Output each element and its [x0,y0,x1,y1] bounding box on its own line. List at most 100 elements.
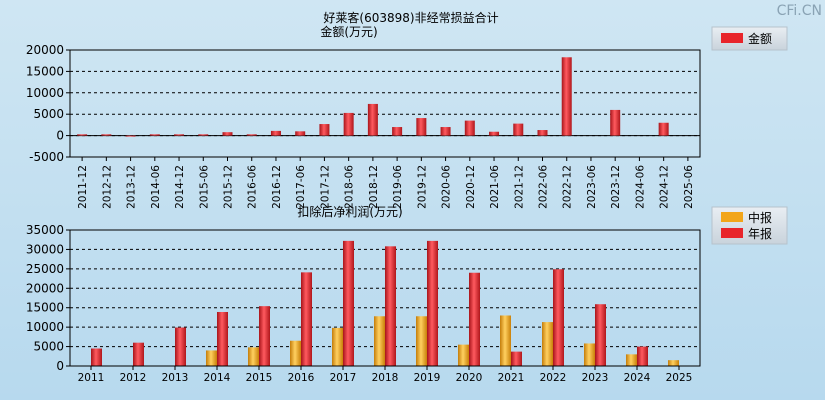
bar-年报-2014 [217,311,228,366]
x-tick-label: 2024-06 [634,165,646,209]
chart-bottom-x-ticks: 2011 2012 2013 2014 2015 2016 2017 2018 2019 2020… [78,366,693,384]
bar-金额-2022-06 [537,130,548,136]
legend-label-interim: 中报 [748,210,772,225]
x-tick-label: 2014 [204,372,231,384]
chart-top-legend: 金额 [711,26,788,51]
y-tick-label: 0 [56,129,64,143]
chart-top: 好莱客(603898)非经常损益合计 金额(万元) 20000 15000 1000… [26,10,788,209]
bar-金额-2013-12 [125,135,136,137]
y-tick-label: 5000 [33,340,64,354]
legend-swatch-annual [721,228,743,238]
y-tick-label: 25000 [26,262,64,276]
x-tick-label: 2011-12 [77,165,89,209]
bar-年报-2022 [553,269,564,366]
bar-金额-2019-12 [416,118,427,136]
x-tick-label: 2022-12 [562,165,574,209]
chart-top-x-ticks: 2011-12 2012-12 2013-12 2014-06 2014-12 2015-… [77,157,695,209]
bar-金额-2020-12 [464,120,475,136]
bar-年报-2017 [343,240,354,366]
bar-中报-2015 [248,347,259,366]
bar-金额-2024-12 [658,122,669,136]
y-tick-label: 5000 [33,107,64,121]
y-tick-label: 15000 [26,64,64,78]
x-tick-label: 2015-06 [198,165,210,209]
x-tick-label: 2018-06 [344,165,356,209]
chart-bottom-legend: 中报 年报 [711,206,788,245]
x-tick-label: 2022 [540,372,567,384]
chart-top-ylabel: 金额(万元) [320,24,377,39]
y-tick-label: 10000 [26,86,64,100]
x-tick-label: 2025 [666,372,693,384]
x-tick-label: 2018 [372,372,399,384]
bar-年报-2012 [133,342,144,366]
y-tick-label: -5000 [29,150,64,164]
bar-中报-2024 [626,354,637,366]
bar-金额-2018-06 [343,112,354,136]
x-tick-label: 2013 [162,372,189,384]
bar-金额-2021-06 [489,131,500,136]
y-tick-label: 30000 [26,242,64,256]
chart-bottom-title: 扣除后净利润(万元) [297,204,402,219]
legend-swatch-amount [721,33,743,43]
x-tick-label: 2025-06 [683,165,695,209]
x-tick-label: 2020 [456,372,483,384]
bar-金额-2011-12 [77,134,88,136]
legend-swatch-interim [721,212,743,222]
bar-金额-2012-12 [101,134,112,136]
x-tick-label: 2022-06 [538,165,550,209]
bar-年报-2019 [427,240,438,366]
x-tick-label: 2023-12 [610,165,622,209]
bar-中报-2017 [332,327,343,366]
bar-金额-2019-06 [392,127,403,136]
bar-年报-2016 [301,272,312,366]
x-tick-label: 2024-12 [659,165,671,209]
x-tick-label: 2017 [330,372,357,384]
bar-中报-2018 [374,316,385,366]
bar-年报-2015 [259,306,270,366]
chart-top-y-ticks: 20000 15000 10000 5000 0 -5000 [26,43,70,164]
x-tick-label: 2014-06 [150,165,162,209]
bar-金额-2016-06 [246,134,257,136]
bar-年报-2011 [91,348,102,366]
chart-bottom-plot-frame [69,229,701,367]
x-tick-label: 2021-06 [489,165,501,209]
x-tick-label: 2012 [120,372,147,384]
bar-金额-2017-12 [319,124,330,136]
legend-label-annual: 年报 [748,226,772,241]
x-tick-label: 2019 [414,372,441,384]
watermark: CFi.CN [777,3,822,19]
bar-年报-2021 [511,351,522,366]
bar-中报-2021 [500,315,511,366]
x-tick-label: 2017-12 [319,165,331,209]
chart-top-plot-frame [69,49,701,158]
x-tick-label: 2016-12 [271,165,283,209]
x-tick-label: 2021-12 [513,165,525,209]
bar-金额-2015-12 [222,132,233,136]
x-tick-label: 2021 [498,372,525,384]
x-tick-label: 2019-06 [392,165,404,209]
y-tick-label: 10000 [26,320,64,334]
y-tick-label: 0 [56,359,64,373]
bar-年报-2023 [595,304,606,366]
bar-金额-2023-12 [610,109,621,136]
x-tick-label: 2019-12 [416,165,428,209]
x-tick-label: 2024 [624,372,651,384]
x-tick-label: 2018-12 [368,165,380,209]
x-tick-label: 2014-12 [174,165,186,209]
y-tick-label: 20000 [26,43,64,57]
bar-中报-2014 [206,350,217,366]
bar-中报-2023 [584,343,595,366]
bar-中报-2020 [458,344,469,366]
x-tick-label: 2013-12 [126,165,138,209]
bar-中报-2025 [668,360,679,366]
bar-金额-2015-06 [198,134,209,136]
y-tick-label: 15000 [26,301,64,315]
bar-中报-2016 [290,340,301,366]
x-tick-label: 2020-12 [465,165,477,209]
bar-年报-2024 [637,346,648,366]
bar-金额-2021-12 [513,123,524,136]
bar-金额-2020-06 [440,127,451,136]
bar-中报-2022 [542,322,553,366]
legend-label-amount: 金额 [748,31,772,46]
